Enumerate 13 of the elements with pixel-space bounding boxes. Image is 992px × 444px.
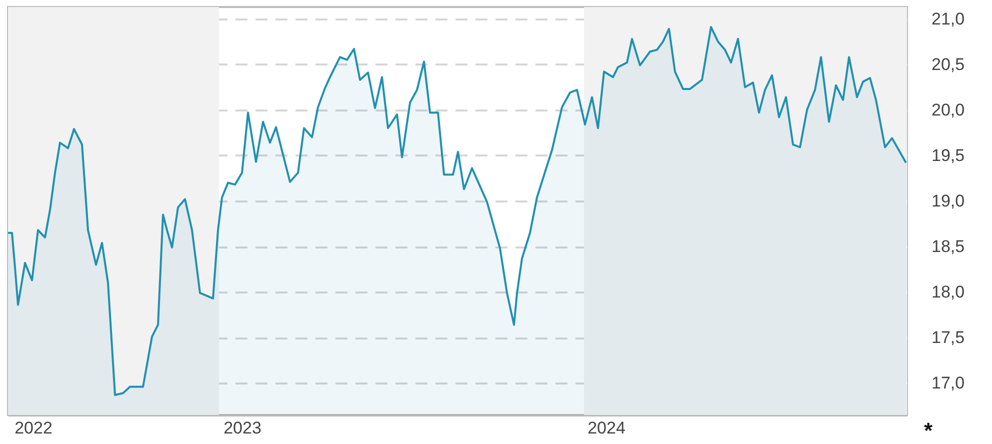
y-tick-label: 20,5 — [932, 54, 965, 74]
x-tick-label: 2024 — [588, 418, 626, 438]
text: * — [924, 418, 933, 444]
y-tick-label: 18,0 — [932, 282, 965, 302]
x-tick-label: 2023 — [224, 418, 262, 438]
y-tick-label: 18,5 — [932, 237, 965, 256]
y-tick-label: 20,0 — [932, 100, 965, 120]
y-tick-label: 19,5 — [932, 146, 965, 165]
x-tick-label: 2022 — [14, 418, 52, 438]
y-tick-label: 19,0 — [932, 191, 965, 210]
y-tick-label: 21,0 — [932, 9, 965, 28]
y-tick-label: 17,0 — [932, 374, 965, 393]
y-tick-label: 17,5 — [932, 328, 965, 348]
